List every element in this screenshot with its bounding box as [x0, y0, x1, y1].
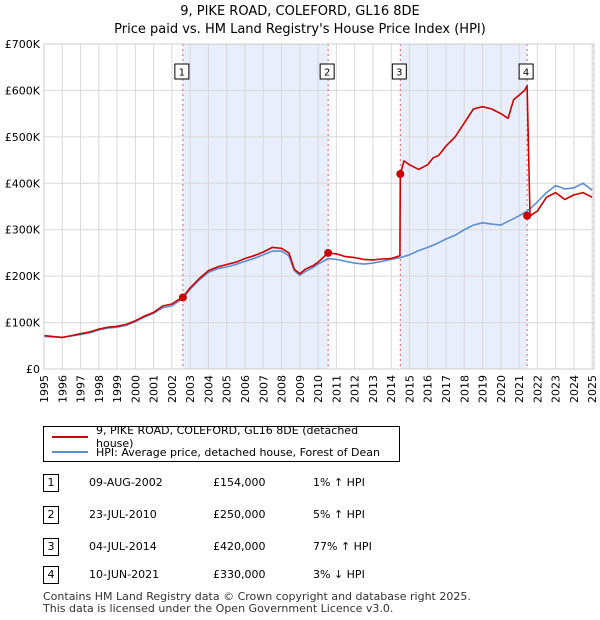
- x-tick-label: 2021: [513, 375, 526, 403]
- x-tick-label: 2007: [257, 375, 270, 403]
- sale-number-marker: [319, 63, 335, 80]
- sale-row: 3 04-JUL-2014 £420,000 77% ↑ HPI: [43, 538, 463, 556]
- sale-hpi-delta: 77% ↑ HPI: [313, 540, 372, 553]
- sale-point: [396, 170, 405, 178]
- y-tick-label: £700K: [5, 38, 41, 51]
- sale-date: 10-JUN-2021: [89, 568, 160, 581]
- sale-point: [523, 211, 532, 220]
- x-tick-label: 2023: [550, 375, 563, 403]
- x-tick-label: 2019: [477, 375, 490, 403]
- sale-number-marker: [174, 63, 190, 80]
- sale-row: 1 09-AUG-2002 £154,000 1% ↑ HPI: [43, 474, 463, 492]
- x-tick-label: 2020: [495, 375, 508, 403]
- x-tick-label: 2016: [422, 375, 435, 403]
- x-tick-label: 2010: [312, 375, 325, 403]
- sale-price: £250,000: [213, 508, 266, 521]
- plot-frame: [43, 43, 595, 370]
- y-tick-label: £0: [26, 363, 40, 376]
- x-tick-label: 2011: [330, 375, 343, 403]
- x-tick-label: 2000: [129, 375, 142, 403]
- sale-number-marker: [391, 63, 407, 80]
- sale-number-box: 1: [43, 474, 59, 492]
- legend-label-property: 9, PIKE ROAD, COLEFORD, GL16 8DE (detach…: [96, 424, 359, 450]
- x-tick-label: 1997: [75, 375, 88, 403]
- legend-swatch-hpi: [52, 451, 88, 453]
- y-tick-label: £400K: [5, 177, 41, 190]
- x-tick-label: 2004: [202, 375, 215, 403]
- legend: 9, PIKE ROAD, COLEFORD, GL16 8DE (detach…: [43, 424, 400, 462]
- series-line-hpi: [43, 182, 593, 339]
- sale-number-marker-label: 2: [324, 68, 330, 79]
- sale-number-box: 2: [43, 506, 59, 524]
- legend-label-hpi: HPI: Average price, detached house, Fore…: [96, 445, 380, 459]
- sale-hpi-delta: 1% ↑ HPI: [313, 476, 365, 489]
- sale-number-marker-label: 3: [396, 68, 402, 79]
- x-tick-label: 1995: [38, 375, 51, 403]
- x-tick-label: 2017: [440, 375, 453, 403]
- price-chart: £0 £100K £200K £300K £400K £500K £600K £700K 199…: [5, 38, 599, 403]
- shaded-period: [182, 44, 329, 369]
- sale-date: 04-JUL-2014: [89, 540, 157, 553]
- sale-hpi-delta: 5% ↑ HPI: [313, 508, 365, 521]
- y-tick-label: £500K: [5, 131, 41, 144]
- sale-number-marker-label: 4: [523, 68, 529, 79]
- sale-hpi-delta: 3% ↓ HPI: [313, 568, 365, 581]
- future-hatch: [592, 44, 594, 369]
- chart-title: 9, PIKE ROAD, COLEFORD, GL16 8DE: [180, 4, 420, 19]
- x-tick-label: 2013: [367, 375, 380, 403]
- y-tick-label: £600K: [5, 84, 41, 97]
- sale-number-box: 3: [43, 538, 59, 556]
- x-tick-label: 2025: [586, 375, 599, 403]
- x-tick-label: 2018: [458, 375, 471, 403]
- x-tick-label: 2009: [294, 375, 307, 403]
- sale-row: 4 10-JUN-2021 £330,000 3% ↓ HPI: [43, 566, 463, 584]
- sale-number-marker-label: 1: [179, 68, 185, 79]
- sale-price: £420,000: [213, 540, 266, 553]
- x-tick-label: 2002: [166, 375, 179, 403]
- x-tick-label: 2001: [148, 375, 161, 403]
- sale-point: [178, 293, 187, 302]
- y-tick-label: £200K: [5, 270, 41, 283]
- sale-date: 23-JUL-2010: [89, 508, 157, 521]
- x-tick-label: 1996: [56, 375, 69, 403]
- legend-swatch-property: [52, 436, 88, 438]
- x-tick-label: 2006: [239, 375, 252, 403]
- sale-number-box: 4: [43, 566, 59, 584]
- footer-copyright: Contains HM Land Registry data © Crown c…: [43, 590, 471, 603]
- legend-item-property: 9, PIKE ROAD, COLEFORD, GL16 8DE (detach…: [52, 424, 399, 450]
- x-tick-label: 2008: [276, 375, 289, 403]
- shaded-period: [400, 44, 528, 369]
- legend-item-hpi: HPI: Average price, detached house, Fore…: [52, 445, 380, 459]
- sale-price: £330,000: [213, 568, 266, 581]
- x-tick-label: 2003: [184, 375, 197, 403]
- footer-license: This data is licensed under the Open Gov…: [43, 602, 394, 615]
- sale-number-marker: [518, 63, 534, 80]
- sale-date: 09-AUG-2002: [89, 476, 163, 489]
- sale-point: [324, 248, 333, 257]
- chart-subtitle: Price paid vs. HM Land Registry's House …: [114, 22, 486, 37]
- sale-row: 2 23-JUL-2010 £250,000 5% ↑ HPI: [43, 506, 463, 524]
- x-tick-label: 2024: [568, 375, 581, 403]
- x-tick-label: 2014: [385, 375, 398, 403]
- x-tick-label: 1999: [111, 375, 124, 403]
- x-tick-label: 1998: [93, 375, 106, 403]
- x-tick-label: 2012: [349, 375, 362, 403]
- x-tick-label: 2022: [531, 375, 544, 403]
- x-tick-label: 2015: [403, 375, 416, 403]
- y-tick-label: £300K: [5, 224, 41, 237]
- x-tick-label: 2005: [221, 375, 234, 403]
- y-tick-label: £100K: [5, 317, 41, 330]
- sale-price: £154,000: [213, 476, 266, 489]
